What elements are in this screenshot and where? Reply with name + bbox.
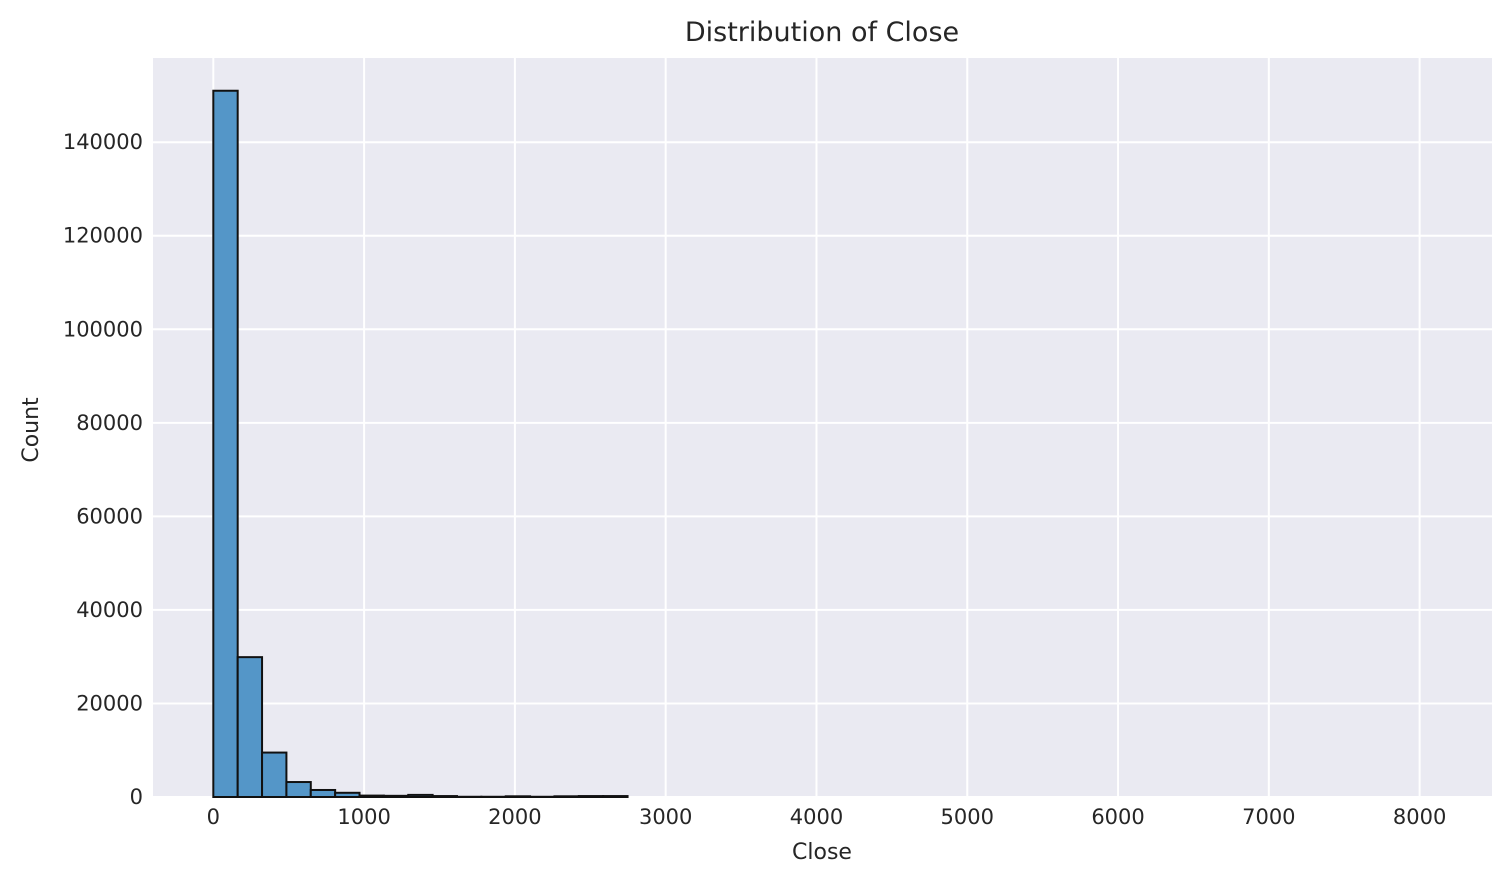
y-tick-label: 0 <box>130 785 143 809</box>
x-tick-label: 6000 <box>1091 805 1144 829</box>
x-tick-label: 0 <box>207 805 220 829</box>
y-tick-label: 60000 <box>76 504 143 528</box>
histogram-bar <box>335 793 359 797</box>
histogram-bar <box>506 796 530 797</box>
x-tick-labels: 0 1000 2000 3000 4000 5000 6000 7000 8000 <box>207 805 1447 829</box>
y-tick-label: 140000 <box>63 130 143 154</box>
histogram-bar <box>408 795 432 797</box>
x-tick-label: 3000 <box>639 805 692 829</box>
histogram-bar <box>213 91 237 797</box>
y-tick-label: 120000 <box>63 224 143 248</box>
histogram-bar <box>262 753 286 797</box>
y-tick-label: 80000 <box>76 411 143 435</box>
histogram-bar <box>360 796 384 797</box>
histogram-bar <box>286 782 310 797</box>
histogram-bar <box>579 796 603 797</box>
histogram-bar <box>238 657 262 797</box>
y-tick-label: 100000 <box>63 317 143 341</box>
x-axis-label: Close <box>792 840 852 865</box>
y-tick-label: 40000 <box>76 598 143 622</box>
y-tick-label: 20000 <box>76 691 143 715</box>
x-tick-label: 8000 <box>1393 805 1446 829</box>
x-tick-label: 4000 <box>790 805 843 829</box>
histogram-bar <box>433 796 457 797</box>
chart-title: Distribution of Close <box>685 17 959 48</box>
x-tick-label: 2000 <box>488 805 541 829</box>
plot-background <box>153 58 1492 797</box>
y-axis-label: Count <box>19 397 44 463</box>
histogram-bar <box>384 796 408 797</box>
histogram-bar <box>603 796 627 797</box>
histogram-bar <box>554 796 578 797</box>
histogram-bar <box>311 790 335 797</box>
x-tick-label: 1000 <box>337 805 390 829</box>
x-tick-label: 7000 <box>1242 805 1295 829</box>
x-tick-label: 5000 <box>941 805 994 829</box>
y-tick-labels: 0 20000 40000 60000 80000 100000 120000 140000 <box>63 130 143 809</box>
